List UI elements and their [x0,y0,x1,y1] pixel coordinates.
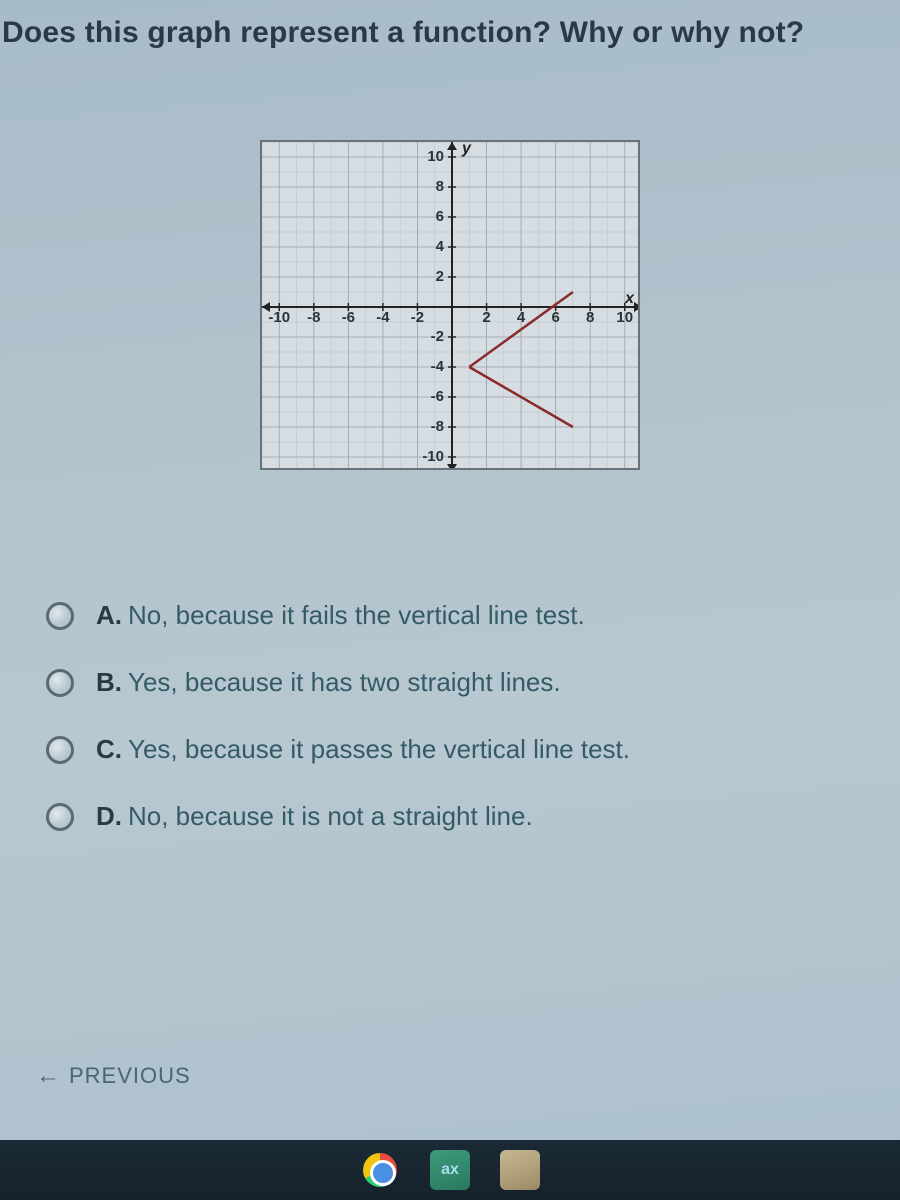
radio-b[interactable] [46,669,74,697]
y-tick-label: -6 [414,388,444,405]
x-tick-label: 2 [475,309,499,326]
option-c[interactable]: C.Yes, because it passes the vertical li… [46,734,900,765]
x-tick-label: 10 [613,309,637,326]
option-c-text: C.Yes, because it passes the vertical li… [96,734,630,765]
x-tick-label: -2 [405,309,429,326]
x-tick-label: -4 [371,309,395,326]
previous-button[interactable]: ← PREVIOUS [36,1062,191,1090]
y-tick-label: 2 [414,268,444,285]
x-tick-label: 8 [578,309,602,326]
y-tick-label: 6 [414,208,444,225]
coordinate-graph: 108642-2-4-6-8-10-10-8-6-4-2246810 y x [260,140,640,470]
option-d-text: D.No, because it is not a straight line. [96,801,533,832]
radio-c[interactable] [46,736,74,764]
y-tick-label: 8 [414,178,444,195]
y-tick-label: -8 [414,418,444,435]
y-axis-label: y [462,140,471,158]
x-axis-label: x [625,290,634,308]
x-tick-label: 6 [544,309,568,326]
radio-d[interactable] [46,803,74,831]
option-b[interactable]: B.Yes, because it has two straight lines… [46,667,900,698]
x-tick-label: -6 [336,309,360,326]
y-tick-label: -2 [414,328,444,345]
option-a-text: A.No, because it fails the vertical line… [96,600,585,631]
radio-a[interactable] [46,602,74,630]
arrow-left-icon: ← [36,1062,61,1090]
answer-options: A.No, because it fails the vertical line… [46,600,900,832]
option-b-text: B.Yes, because it has two straight lines… [96,667,561,698]
graph-svg [262,142,640,470]
y-tick-label: 4 [414,238,444,255]
option-a[interactable]: A.No, because it fails the vertical line… [46,600,900,631]
taskbar-app-2[interactable]: ax [430,1150,470,1190]
option-d[interactable]: D.No, because it is not a straight line. [46,801,900,832]
x-tick-label: -10 [267,309,291,326]
y-tick-label: -10 [414,448,444,465]
y-tick-label: -4 [414,358,444,375]
x-tick-label: -8 [302,309,326,326]
y-tick-label: 10 [414,148,444,165]
previous-label: PREVIOUS [69,1063,191,1089]
chrome-icon[interactable] [360,1150,400,1190]
taskbar-app-3[interactable] [500,1150,540,1190]
x-tick-label: 4 [509,309,533,326]
question-text: Does this graph represent a function? Wh… [0,0,900,50]
taskbar: ax [0,1140,900,1200]
